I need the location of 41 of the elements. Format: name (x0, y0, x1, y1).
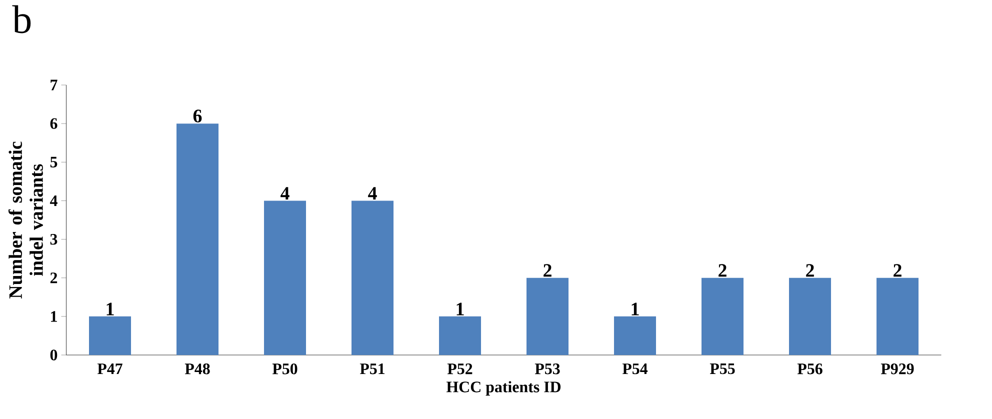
y-tick-label: 0 (50, 350, 58, 360)
x-tick-label: P48 (184, 364, 210, 374)
bar (89, 316, 132, 355)
text: b (12, 5, 31, 34)
y-axis-title: Number of somatic indel variants (8, 142, 43, 298)
x-tick-label: P47 (97, 364, 122, 374)
x-tick-label: P53 (534, 364, 560, 374)
y-tick-label: 1 (51, 311, 57, 322)
bar (789, 278, 832, 355)
y-tick-label: 7 (50, 80, 58, 90)
x-tick-label: P55 (710, 364, 735, 374)
data-label: 2 (544, 264, 552, 277)
x-tick-label: P929 (880, 364, 914, 374)
y-tick-label: 6 (50, 118, 58, 129)
bar (526, 278, 569, 355)
bar (439, 316, 482, 355)
y-tick-label: 4 (50, 195, 58, 206)
data-label: 6 (193, 110, 202, 122)
bar (352, 200, 394, 355)
x-tick-label: P51 (360, 364, 385, 374)
data-label: 1 (106, 302, 114, 316)
data-label: 1 (456, 302, 464, 316)
data-label: 4 (368, 187, 377, 200)
data-label: 4 (280, 187, 290, 200)
y-tick-label: 3 (50, 234, 58, 245)
data-label: 2 (894, 264, 902, 277)
bar (614, 316, 656, 355)
bar (176, 124, 219, 355)
data-label: 1 (632, 302, 639, 316)
x-tick-label: P56 (797, 364, 822, 374)
data-label: 2 (806, 264, 814, 277)
y-tick-label: 5 (50, 156, 58, 168)
bar (876, 278, 919, 355)
bar (264, 200, 306, 355)
x-tick-label: P54 (622, 364, 648, 374)
x-tick-label: P52 (447, 364, 472, 374)
y-tick-label: 2 (50, 272, 58, 284)
x-axis-title: HCC patients ID (446, 381, 561, 396)
data-label: 2 (718, 264, 726, 277)
bar (702, 278, 744, 355)
x-tick-label: P50 (272, 364, 298, 374)
